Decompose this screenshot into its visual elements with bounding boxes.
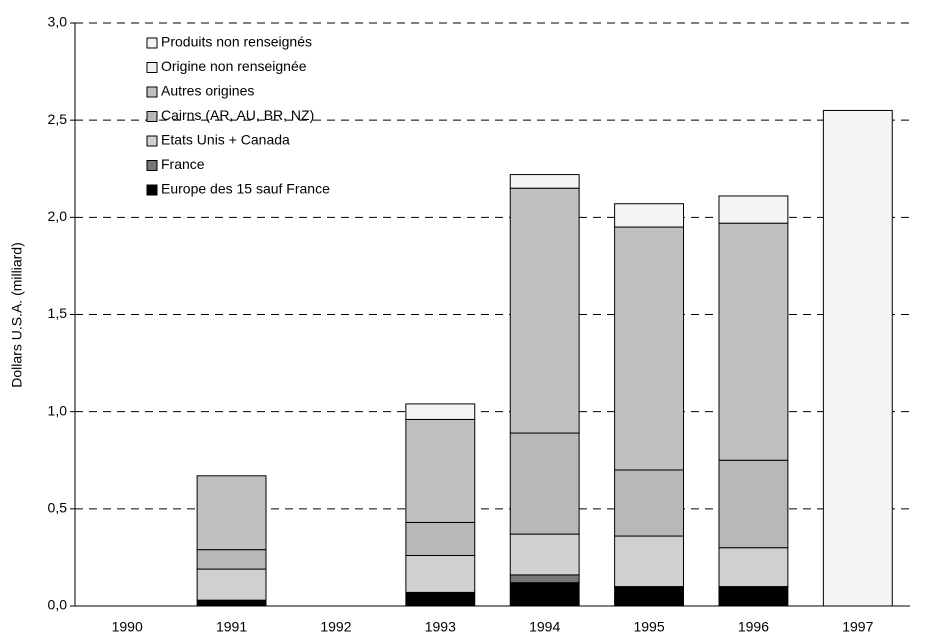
legend-label: Cairns (AR, AU, BR, NZ) xyxy=(161,107,314,123)
bar-segment xyxy=(196,549,267,570)
x-tick-label: 1993 xyxy=(425,619,456,635)
bar-segment xyxy=(822,109,893,607)
bar-segment xyxy=(718,195,789,224)
y-tick-label: 0,5 xyxy=(48,500,68,516)
bar-segment xyxy=(718,459,789,549)
bar-segment xyxy=(718,547,789,588)
y-tick-label: 2,5 xyxy=(48,111,68,127)
legend-swatch xyxy=(146,184,158,196)
x-tick-label: 1995 xyxy=(633,619,664,635)
legend-label: Etats Unis + Canada xyxy=(161,132,290,148)
bar-segment xyxy=(509,582,580,607)
legend-swatch xyxy=(146,37,158,49)
bar-segment xyxy=(509,574,580,584)
bar-segment xyxy=(196,475,267,551)
bar-segment xyxy=(614,586,685,607)
bar-segment xyxy=(405,403,476,420)
y-tick-label: 1,5 xyxy=(48,305,68,321)
bar-segment xyxy=(405,554,476,593)
x-tick-label: 1996 xyxy=(738,619,769,635)
legend-label: Autres origines xyxy=(161,83,254,99)
legend-swatch xyxy=(146,62,158,73)
legend-label: Origine non renseignée xyxy=(161,58,307,74)
x-tick-label: 1990 xyxy=(112,619,143,635)
legend-swatch xyxy=(146,160,158,171)
bar-segment xyxy=(509,533,580,576)
y-axis-label: Dollars U.S.A. (milliard) xyxy=(9,242,25,387)
bar-segment xyxy=(405,521,476,556)
legend-label: Produits non renseignés xyxy=(161,34,312,50)
legend-swatch xyxy=(146,135,158,147)
bar-segment xyxy=(509,187,580,434)
bar-segment xyxy=(614,469,685,537)
bar-segment xyxy=(614,203,685,228)
y-tick-label: 0,0 xyxy=(48,597,68,613)
x-tick-label: 1991 xyxy=(216,619,247,635)
x-tick-label: 1994 xyxy=(529,619,560,635)
bar-segment xyxy=(614,535,685,588)
bar-segment xyxy=(196,568,267,601)
x-tick-label: 1997 xyxy=(842,619,873,635)
legend-label: France xyxy=(161,156,205,172)
bar-segment xyxy=(509,174,580,189)
bar-segment xyxy=(405,591,476,607)
x-tick-label: 1992 xyxy=(320,619,351,635)
bar-segment xyxy=(509,432,580,535)
legend-swatch xyxy=(146,86,158,98)
legend-label: Europe des 15 sauf France xyxy=(161,181,330,197)
bar-segment xyxy=(405,418,476,523)
y-tick-label: 3,0 xyxy=(48,14,68,30)
legend-swatch xyxy=(146,111,158,122)
bar-segment xyxy=(718,222,789,461)
bar-segment xyxy=(718,586,789,607)
y-tick-label: 1,0 xyxy=(48,402,68,418)
y-tick-label: 2,0 xyxy=(48,208,68,224)
bar-segment xyxy=(614,226,685,471)
bar-segment xyxy=(196,599,267,607)
